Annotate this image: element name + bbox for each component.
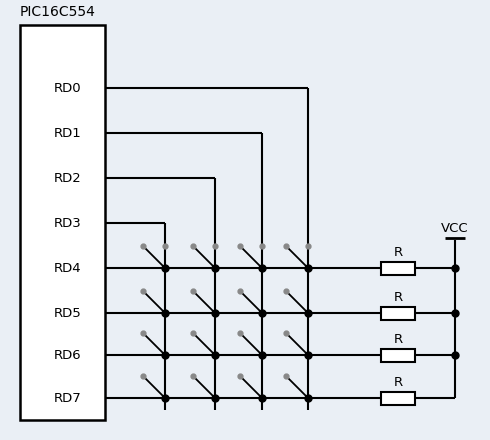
Text: RD6: RD6 bbox=[54, 348, 82, 362]
Text: R: R bbox=[393, 333, 403, 345]
Bar bbox=[381, 392, 415, 404]
Text: RD2: RD2 bbox=[54, 172, 82, 184]
Text: RD4: RD4 bbox=[54, 261, 82, 275]
Text: R: R bbox=[393, 375, 403, 389]
Text: R: R bbox=[393, 246, 403, 259]
Text: PIC16C554: PIC16C554 bbox=[20, 5, 96, 19]
Text: RD5: RD5 bbox=[54, 307, 82, 319]
Text: RD7: RD7 bbox=[54, 392, 82, 404]
Text: VCC: VCC bbox=[441, 222, 469, 235]
Text: RD1: RD1 bbox=[54, 127, 82, 139]
Text: RD3: RD3 bbox=[54, 216, 82, 230]
Text: R: R bbox=[393, 290, 403, 304]
Text: RD0: RD0 bbox=[54, 81, 82, 95]
Bar bbox=[20, 25, 105, 420]
Bar bbox=[381, 307, 415, 319]
Bar bbox=[381, 348, 415, 362]
Bar bbox=[381, 261, 415, 275]
